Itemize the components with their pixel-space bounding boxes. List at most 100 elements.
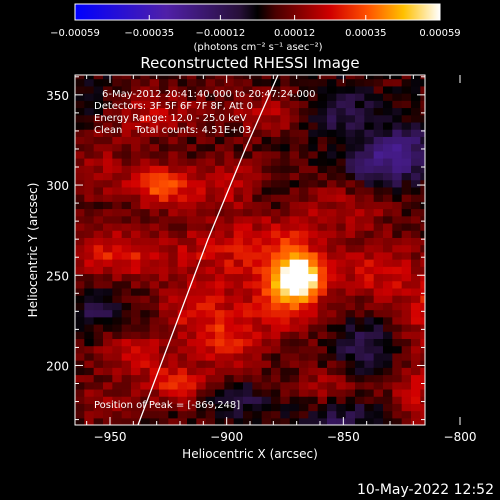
- heatmap-cell: [252, 215, 263, 224]
- heatmap-cell: [373, 143, 384, 152]
- heatmap-cell: [252, 121, 263, 130]
- heatmap-cell: [345, 388, 356, 397]
- heatmap-cell: [373, 323, 384, 332]
- heatmap-cell: [383, 194, 393, 202]
- heatmap-cell: [84, 323, 95, 332]
- heatmap-cell: [420, 309, 425, 318]
- heatmap-cell: [308, 345, 319, 354]
- heatmap-cell: [215, 136, 225, 145]
- heatmap-cell: [215, 222, 225, 231]
- heatmap-cell: [327, 381, 337, 390]
- heatmap-cell: [308, 309, 319, 318]
- heatmap-cell: [336, 396, 347, 404]
- heatmap-cell: [336, 222, 347, 231]
- heatmap-cell: [75, 107, 85, 116]
- heatmap-cell: [252, 338, 263, 347]
- heatmap-cell: [308, 244, 319, 253]
- heatmap-cell: [159, 331, 169, 340]
- heatmap-cell: [159, 121, 169, 130]
- heatmap-cell: [177, 107, 188, 116]
- heatmap-cell: [327, 237, 337, 246]
- heatmap-cell: [243, 78, 253, 87]
- heatmap-cell: [327, 150, 337, 159]
- heatmap-cell: [103, 230, 113, 238]
- heatmap-cell: [159, 302, 169, 311]
- heatmap-cell: [252, 251, 263, 260]
- heatmap-cell: [131, 136, 141, 145]
- heatmap-cell: [84, 107, 95, 116]
- heatmap-cell: [364, 230, 375, 238]
- heatmap-cell: [364, 75, 375, 80]
- heatmap-cell: [299, 179, 309, 188]
- heatmap-cell: [75, 237, 85, 246]
- heatmap-cell: [355, 403, 365, 412]
- heatmap-cell: [103, 75, 113, 80]
- heatmap-cell: [187, 107, 197, 116]
- heatmap-cell: [261, 338, 272, 347]
- heatmap-cell: [233, 323, 244, 332]
- heatmap-cell: [289, 316, 300, 325]
- heatmap-cell: [140, 114, 151, 123]
- heatmap-cell: [168, 78, 179, 87]
- heatmap-cell: [364, 107, 375, 116]
- heatmap-cell: [177, 388, 188, 397]
- heatmap-cell: [233, 107, 244, 116]
- heatmap-cell: [261, 309, 272, 318]
- heatmap-cell: [411, 352, 421, 361]
- heatmap-cell: [373, 208, 384, 217]
- heatmap-cell: [233, 157, 244, 166]
- heatmap-cell: [317, 179, 328, 188]
- heatmap-cell: [289, 410, 300, 419]
- heatmap-cell: [317, 201, 328, 210]
- heatmap-cell: [196, 75, 207, 80]
- heatmap-cell: [196, 388, 207, 397]
- heatmap-cell: [299, 287, 309, 296]
- heatmap-cell: [205, 78, 216, 87]
- heatmap-cell: [299, 323, 309, 332]
- heatmap-cell: [401, 410, 412, 419]
- heatmap-cell: [317, 194, 328, 202]
- heatmap-cell: [280, 266, 291, 275]
- heatmap-cell: [308, 360, 319, 368]
- heatmap-cell: [168, 338, 179, 347]
- heatmap-cell: [364, 280, 375, 289]
- heatmap-cell: [299, 360, 309, 368]
- heatmap-cell: [336, 107, 347, 116]
- heatmap-cell: [336, 381, 347, 390]
- heatmap-cell: [224, 179, 235, 188]
- heatmap-cell: [317, 388, 328, 397]
- heatmap-cell: [289, 259, 300, 267]
- heatmap-cell: [112, 150, 123, 159]
- heatmap-cell: [205, 121, 216, 130]
- heatmap-cell: [196, 107, 207, 116]
- heatmap-cell: [215, 114, 225, 123]
- heatmap-cell: [411, 194, 421, 202]
- heatmap-cell: [93, 237, 104, 246]
- heatmap-cell: [336, 309, 347, 318]
- heatmap-cell: [93, 251, 104, 260]
- heatmap-cell: [373, 309, 384, 318]
- heatmap-cell: [280, 172, 291, 181]
- heatmap-cell: [383, 345, 393, 354]
- heatmap-cell: [317, 273, 328, 282]
- heatmap-cell: [215, 388, 225, 397]
- heatmap-cell: [121, 360, 132, 368]
- heatmap-cell: [280, 114, 291, 123]
- heatmap-cell: [299, 396, 309, 404]
- heatmap-cell: [149, 331, 160, 340]
- heatmap-cell: [112, 194, 123, 202]
- heatmap-cell: [252, 114, 263, 123]
- heatmap-cell: [280, 410, 291, 419]
- heatmap-cell: [364, 215, 375, 224]
- heatmap-cell: [308, 287, 319, 296]
- heatmap-cell: [401, 208, 412, 217]
- heatmap-cell: [205, 374, 216, 383]
- heatmap-cell: [112, 259, 123, 267]
- heatmap-cell: [392, 237, 403, 246]
- heatmap-cell: [411, 338, 421, 347]
- heatmap-cell: [271, 172, 281, 181]
- heatmap-cell: [364, 331, 375, 340]
- heatmap-cell: [75, 222, 85, 231]
- heatmap-cell: [205, 244, 216, 253]
- heatmap-cell: [336, 266, 347, 275]
